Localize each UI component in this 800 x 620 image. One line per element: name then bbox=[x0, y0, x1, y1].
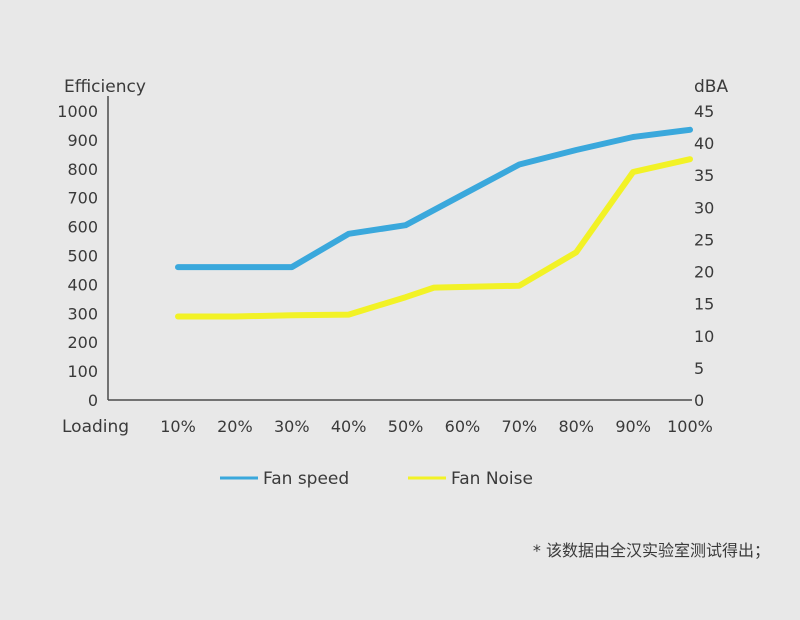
y-left-tick-label: 600 bbox=[67, 218, 98, 237]
y-right-tick-label: 5 bbox=[694, 359, 704, 378]
series-line-fan-noise bbox=[175, 156, 693, 320]
y-right-tick-label: 15 bbox=[694, 295, 714, 314]
y-right-tick-label: 40 bbox=[694, 134, 714, 153]
x-tick-label: 60% bbox=[445, 417, 481, 436]
y-right-axis-title: dBA bbox=[694, 77, 728, 97]
x-tick-label: 40% bbox=[331, 417, 367, 436]
y-left-tick-label: 300 bbox=[67, 304, 98, 323]
series-line-fan-speed bbox=[175, 126, 693, 271]
y-left-ticks: 0 100 200 300 400 500 600 700 800 900 1000 bbox=[57, 102, 98, 410]
legend-label: Fan speed bbox=[263, 469, 349, 489]
footnote: * 该数据由全汉实验室测试得出； bbox=[533, 541, 770, 560]
y-left-tick-label: 0 bbox=[88, 391, 98, 410]
y-left-tick-label: 1000 bbox=[57, 102, 98, 121]
y-left-tick-label: 200 bbox=[67, 333, 98, 352]
series-lines bbox=[175, 126, 693, 320]
x-tick-label: 20% bbox=[217, 417, 253, 436]
x-tick-label: 70% bbox=[502, 417, 538, 436]
y-right-tick-label: 30 bbox=[694, 198, 714, 217]
x-tick-label: 30% bbox=[274, 417, 310, 436]
x-axis-title: Loading bbox=[62, 417, 129, 437]
x-tick-label: 10% bbox=[160, 417, 196, 436]
y-left-axis-title: Efficiency bbox=[64, 77, 146, 97]
x-tick-label: 80% bbox=[558, 417, 594, 436]
y-right-tick-label: 35 bbox=[694, 166, 714, 185]
legend: Fan speed Fan Noise bbox=[220, 469, 533, 489]
y-left-tick-label: 400 bbox=[67, 275, 98, 294]
y-right-tick-label: 20 bbox=[694, 263, 714, 282]
y-right-tick-label: 45 bbox=[694, 102, 714, 121]
y-left-tick-label: 100 bbox=[67, 362, 98, 381]
y-left-tick-label: 700 bbox=[67, 189, 98, 208]
y-right-tick-label: 25 bbox=[694, 230, 714, 249]
y-right-ticks: 0 5 10 15 20 25 30 35 40 45 bbox=[694, 102, 714, 410]
x-tick-label: 50% bbox=[388, 417, 424, 436]
axes bbox=[107, 96, 692, 401]
x-tick-label: 90% bbox=[615, 417, 651, 436]
legend-label: Fan Noise bbox=[451, 469, 533, 489]
y-right-tick-label: 0 bbox=[694, 391, 704, 410]
y-left-tick-label: 500 bbox=[67, 247, 98, 266]
x-tick-label: 100% bbox=[667, 417, 713, 436]
x-ticks: 10% 20% 30% 40% 50% 60% 70% 80% 90% 100% bbox=[160, 417, 713, 436]
y-left-tick-label: 800 bbox=[67, 160, 98, 179]
y-right-tick-label: 10 bbox=[694, 327, 714, 346]
y-left-tick-label: 900 bbox=[67, 131, 98, 150]
